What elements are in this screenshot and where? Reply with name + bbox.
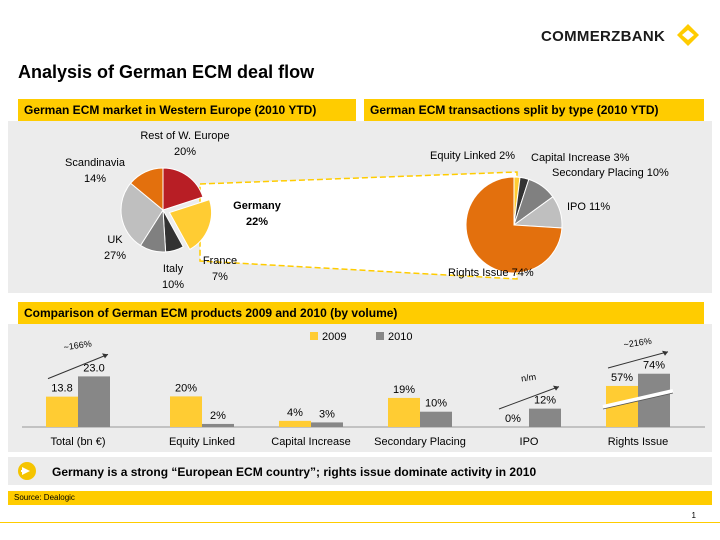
growth-label-total-bn: ~166% bbox=[63, 339, 92, 353]
legend-swatch-2010 bbox=[376, 332, 384, 340]
page-title: Analysis of German ECM deal flow bbox=[18, 62, 315, 82]
commerzbank-ribbon-icon bbox=[677, 24, 699, 46]
bar-secondary-placing-2010 bbox=[420, 411, 452, 427]
market-section-header: German ECM market in Western Europe (201… bbox=[18, 99, 356, 121]
pie-charts-canvas bbox=[120, 167, 563, 280]
header bbox=[0, 0, 720, 56]
pie1-slice-rest-of-w-europe bbox=[162, 167, 204, 211]
bar-label-secondary-placing-2010: 10% bbox=[425, 398, 447, 410]
brand-logo-text: COMMERZBANK bbox=[541, 28, 666, 45]
pie2-label-rights-issue: Rights Issue 74% bbox=[448, 267, 534, 279]
footer-divider bbox=[0, 522, 720, 523]
pie1-label-rest: Rest of W. Europe 20% bbox=[140, 130, 230, 158]
bar-total-bn-2010 bbox=[78, 376, 110, 427]
arrow-right-icon bbox=[18, 462, 36, 480]
bar-label-capital-increase-2009: 4% bbox=[287, 407, 303, 419]
bar-rights-issue-2010 bbox=[638, 373, 670, 427]
growth-arrowhead-total-bn bbox=[102, 353, 108, 359]
callout-box bbox=[8, 457, 712, 485]
category-label-total-bn: Total (bn €) bbox=[50, 436, 105, 448]
growth-arrow-rights-issue bbox=[607, 351, 669, 369]
bar-chart-canvas: 2009 2010 13.8 23.0 Total (bn €) ~166% 20% 2% Eq… bbox=[22, 331, 705, 448]
bar-label-ipo-2009: 0% bbox=[505, 413, 521, 425]
bar-label-ipo-2010: 12% bbox=[534, 395, 556, 407]
pie2-label-ipo: IPO 11% bbox=[567, 201, 611, 213]
bar-label-capital-increase-2010: 3% bbox=[319, 408, 335, 420]
legend-swatch-2009 bbox=[310, 332, 318, 340]
source-note: Source: Dealogic bbox=[8, 491, 712, 505]
growth-arrow-total-bn bbox=[47, 353, 109, 380]
pie1-slice-scandinavia bbox=[129, 167, 164, 212]
growth-label-ipo: n/m bbox=[520, 372, 536, 384]
legend-label-2009: 2009 bbox=[322, 331, 346, 343]
category-label-secondary-placing: Secondary Placing bbox=[374, 436, 466, 448]
split-section-header: German ECM transactions split by type (2… bbox=[364, 99, 704, 121]
growth-label-rights-issue: ~216% bbox=[623, 336, 652, 350]
category-label-ipo: IPO bbox=[520, 436, 539, 448]
bar-label-rights-issue-2009: 57% bbox=[611, 372, 633, 384]
pie2-label-capital-increase: Capital Increase 3% bbox=[531, 152, 630, 164]
axis-break-line bbox=[602, 392, 674, 410]
bar-label-equity-linked-2010: 2% bbox=[210, 410, 226, 422]
pie1-slice-uk bbox=[120, 182, 164, 247]
category-label-equity-linked: Equity Linked bbox=[169, 436, 235, 448]
pie1-label-italy: Italy 10% bbox=[161, 263, 185, 291]
comparison-section-header: Comparison of German ECM products 2009 a… bbox=[18, 302, 704, 324]
bar-capital-increase-2010 bbox=[311, 422, 343, 427]
bar-label-equity-linked-2009: 20% bbox=[175, 382, 197, 394]
bar-label-total-bn-2009: 13.8 bbox=[51, 383, 72, 395]
pie2-slice-rights-issue bbox=[465, 176, 563, 274]
category-label-capital-increase: Capital Increase bbox=[271, 436, 351, 448]
legend-label-2010: 2010 bbox=[388, 331, 412, 343]
pie2-label-equity-linked: Equity Linked 2% bbox=[430, 150, 515, 162]
page-number: 1 bbox=[691, 511, 696, 520]
growth-arrow-ipo bbox=[498, 386, 560, 410]
callout-text: Germany is a strong “European ECM countr… bbox=[52, 465, 537, 479]
growth-arrowhead-rights-issue bbox=[662, 350, 668, 356]
bar-label-secondary-placing-2009: 19% bbox=[393, 384, 415, 396]
category-label-rights-issue: Rights Issue bbox=[608, 436, 669, 448]
bar-label-total-bn-2010: 23.0 bbox=[83, 362, 104, 374]
bar-total-bn-2009 bbox=[46, 396, 78, 427]
pie2-label-secondary-placing: Secondary Placing 10% bbox=[552, 167, 669, 179]
bar-ipo-2010 bbox=[529, 408, 561, 427]
bar-secondary-placing-2009 bbox=[388, 397, 420, 427]
growth-arrowhead-ipo bbox=[553, 385, 559, 391]
bar-capital-increase-2009 bbox=[279, 420, 311, 427]
bar-label-rights-issue-2010: 74% bbox=[643, 360, 665, 372]
pie1-label-uk: UK 27% bbox=[103, 234, 127, 262]
pie1-slice-germany bbox=[168, 198, 212, 251]
bar-equity-linked-2010 bbox=[202, 423, 234, 427]
bar-panel bbox=[8, 324, 712, 452]
bar-equity-linked-2009 bbox=[170, 396, 202, 427]
axis-break-marker bbox=[602, 389, 674, 409]
pie1-label-scandinavia: Scandinavia 14% bbox=[65, 157, 125, 185]
pie1-label-germany: Germany 22% bbox=[233, 200, 281, 228]
pie1-label-france: France 7% bbox=[202, 255, 238, 283]
